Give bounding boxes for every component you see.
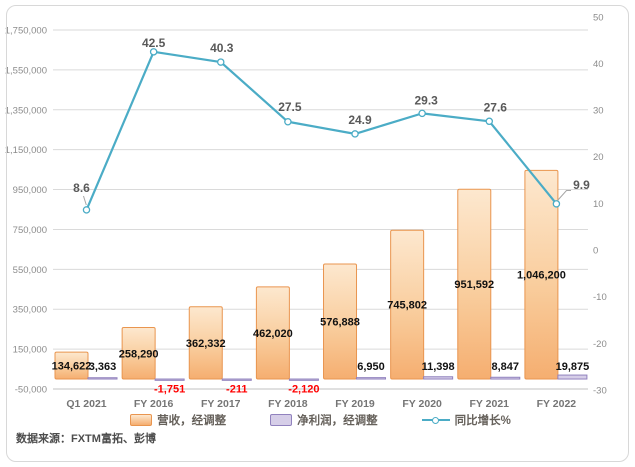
svg-text:258,290: 258,290 [119, 348, 159, 360]
svg-text:FY 2017: FY 2017 [201, 398, 241, 410]
svg-text:-30: -30 [593, 385, 607, 396]
svg-text:-211: -211 [226, 384, 247, 396]
svg-text:40.3: 40.3 [210, 41, 234, 55]
svg-text:19,875: 19,875 [556, 361, 590, 373]
svg-text:8.6: 8.6 [73, 181, 90, 195]
svg-text:1,046,200: 1,046,200 [517, 270, 566, 282]
svg-text:-50,000: -50,000 [15, 385, 47, 396]
svg-text:27.6: 27.6 [484, 100, 508, 114]
growth-line-swatch-icon [421, 416, 450, 424]
profit-swatch-icon [270, 414, 293, 426]
svg-text:FY 2020: FY 2020 [402, 398, 442, 410]
svg-text:6,950: 6,950 [357, 361, 385, 373]
legend-label-revenue: 营收，经调整 [157, 415, 227, 427]
svg-text:30: 30 [593, 106, 604, 117]
svg-text:24.9: 24.9 [348, 113, 372, 127]
svg-text:350,000: 350,000 [13, 305, 47, 316]
svg-text:FY 2022: FY 2022 [537, 398, 577, 410]
legend-label-growth: 同比增长% [454, 415, 511, 427]
svg-text:150,000: 150,000 [13, 345, 47, 356]
svg-text:0: 0 [593, 246, 598, 257]
svg-text:10: 10 [593, 199, 604, 210]
svg-text:-20: -20 [593, 339, 607, 350]
legend-item-profit: 净利润，经调整 [270, 412, 378, 428]
svg-text:1,750,000: 1,750,000 [5, 26, 47, 37]
svg-text:FY 2018: FY 2018 [268, 398, 308, 410]
svg-text:50: 50 [593, 12, 604, 23]
svg-text:FY 2016: FY 2016 [134, 398, 174, 410]
svg-text:-1,751: -1,751 [154, 384, 185, 396]
svg-text:951,592: 951,592 [454, 279, 494, 291]
svg-text:745,802: 745,802 [387, 300, 427, 312]
svg-text:Q1 2021: Q1 2021 [66, 398, 106, 410]
legend-label-profit: 净利润，经调整 [297, 415, 378, 427]
svg-text:FY 2021: FY 2021 [470, 398, 510, 410]
svg-text:1,350,000: 1,350,000 [5, 105, 47, 116]
svg-text:362,332: 362,332 [186, 338, 226, 350]
chart-legend: 营收，经调整 净利润，经调整 同比增长% [53, 412, 588, 428]
legend-item-revenue: 营收，经调整 [130, 412, 226, 428]
svg-text:550,000: 550,000 [13, 265, 47, 276]
svg-text:8,847: 8,847 [492, 361, 520, 373]
svg-text:-2,120: -2,120 [288, 384, 319, 396]
svg-text:1,150,000: 1,150,000 [5, 145, 47, 156]
svg-text:950,000: 950,000 [13, 185, 47, 196]
svg-text:576,888: 576,888 [320, 316, 360, 328]
svg-text:FY 2019: FY 2019 [335, 398, 375, 410]
svg-text:3,363: 3,363 [89, 361, 117, 373]
source-note: 数据来源：FXTM富拓、彭博 [16, 433, 156, 445]
svg-text:462,020: 462,020 [253, 328, 293, 340]
svg-text:11,398: 11,398 [422, 361, 455, 373]
svg-text:20: 20 [593, 152, 604, 163]
svg-text:750,000: 750,000 [13, 225, 47, 236]
svg-text:40: 40 [593, 59, 604, 70]
svg-text:1,550,000: 1,550,000 [5, 65, 47, 76]
svg-text:134,622: 134,622 [52, 361, 92, 373]
combo-chart-plot: -50,000 150,000 350,000 550,000 750,000 950,0… [5, 12, 607, 410]
legend-item-growth: 同比增长% [421, 412, 511, 428]
svg-text:-10: -10 [593, 292, 607, 303]
svg-text:27.5: 27.5 [278, 100, 302, 114]
revenue-swatch-icon [130, 414, 153, 426]
svg-text:29.3: 29.3 [414, 93, 438, 107]
svg-text:9.9: 9.9 [573, 178, 590, 192]
svg-text:42.5: 42.5 [142, 36, 166, 50]
